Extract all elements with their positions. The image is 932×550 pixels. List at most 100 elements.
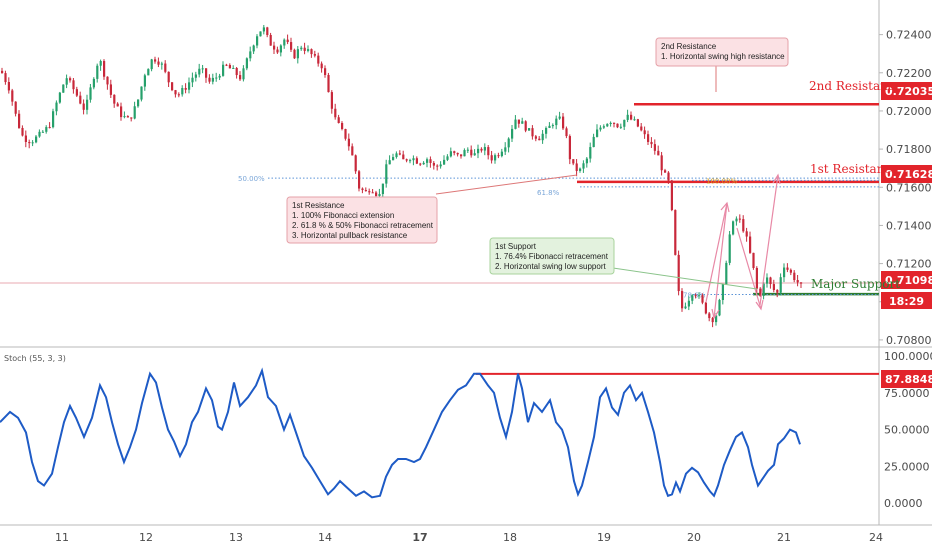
candle-body bbox=[742, 219, 745, 232]
callout-connector-1st-resistance bbox=[435, 174, 578, 195]
candle-body bbox=[687, 300, 690, 307]
candle-body bbox=[436, 165, 439, 167]
stoch-indicator-title[interactable]: Stoch (55, 3, 3) bbox=[4, 354, 66, 363]
stoch-tick-label: 50.0000 bbox=[884, 424, 930, 437]
candle-body bbox=[89, 87, 92, 100]
candle-body bbox=[7, 82, 10, 91]
stoch-axis[interactable]: 100.0000 75.0000 50.0000 25.0000 0.0000 bbox=[884, 350, 932, 510]
candlestick-series bbox=[1, 24, 803, 328]
candle-body bbox=[300, 47, 303, 50]
time-tick-label: 13 bbox=[229, 531, 243, 544]
candle-body bbox=[647, 134, 650, 142]
candle-body bbox=[446, 156, 449, 160]
candle-body bbox=[188, 82, 191, 90]
candle-body bbox=[398, 153, 401, 155]
candle-body bbox=[715, 315, 718, 323]
candle-body bbox=[534, 136, 537, 139]
candle-body bbox=[470, 149, 473, 156]
candle-body bbox=[79, 95, 82, 104]
candle-body bbox=[653, 144, 656, 151]
level-tags[interactable]: 0.72035 0.71628 0.71098 18:29 87.8848 bbox=[881, 82, 932, 388]
candle-body bbox=[75, 89, 78, 96]
candle-body bbox=[205, 68, 208, 78]
callout-line: 1. Horizontal swing high resistance bbox=[661, 52, 785, 61]
candle-body bbox=[419, 163, 422, 165]
candle-body bbox=[660, 155, 663, 171]
candle-body bbox=[269, 35, 272, 46]
candle-body bbox=[14, 101, 17, 114]
candle-body bbox=[116, 103, 119, 107]
callout-1st-support[interactable]: 1st Support 1. 76.4% Fibonacci retraceme… bbox=[489, 237, 615, 275]
candle-body bbox=[718, 300, 721, 316]
candle-body bbox=[341, 123, 344, 130]
candle-body bbox=[606, 124, 609, 127]
candle-body bbox=[636, 119, 639, 127]
candle-body bbox=[375, 192, 378, 196]
candle-body bbox=[681, 291, 684, 309]
candle-body bbox=[776, 290, 779, 293]
candle-body bbox=[783, 267, 786, 278]
candle-body bbox=[72, 80, 75, 90]
candle-body bbox=[174, 90, 177, 95]
label-1st-resistance: 1st Resistance bbox=[810, 162, 898, 176]
fib-level-label: 61.8% bbox=[537, 189, 560, 197]
tag-2nd-resistance-price: 0.72035 bbox=[885, 85, 932, 98]
projection-arrowhead-up-2 bbox=[772, 173, 781, 185]
candle-body bbox=[575, 163, 578, 171]
candle-body bbox=[630, 114, 633, 120]
candle-body bbox=[528, 128, 531, 131]
candle-body bbox=[147, 69, 150, 76]
callout-connector-1st-support bbox=[612, 267, 758, 290]
tag-1st-resistance bbox=[881, 165, 932, 183]
candle-body bbox=[708, 313, 711, 319]
callout-line: 2. 61.8 % & 50% Fibonacci retracement bbox=[292, 221, 434, 230]
time-axis[interactable]: 11 12 13 14 17 18 19 20 21 24 bbox=[55, 531, 883, 544]
stoch-tick-label: 0.0000 bbox=[884, 497, 923, 510]
candle-body bbox=[426, 159, 429, 163]
candle-body bbox=[58, 92, 61, 103]
fib-level-label: 78.6% bbox=[683, 291, 706, 299]
candle-body bbox=[167, 71, 170, 83]
candle-body bbox=[191, 77, 194, 83]
stoch-line bbox=[0, 367, 801, 499]
candle-body bbox=[368, 191, 371, 193]
candle-body bbox=[82, 103, 85, 110]
candle-body bbox=[385, 164, 388, 184]
candle-body bbox=[130, 117, 133, 119]
candle-body bbox=[354, 155, 357, 172]
callout-2nd-resistance[interactable]: 2nd Resistance 1. Horizontal swing high … bbox=[655, 37, 789, 67]
candle-body bbox=[86, 99, 89, 110]
candle-body bbox=[225, 64, 228, 66]
candle-body bbox=[405, 159, 408, 161]
candle-body bbox=[96, 65, 99, 79]
candle-body bbox=[415, 158, 418, 164]
candle-body bbox=[643, 130, 646, 135]
candle-body bbox=[154, 59, 157, 62]
candle-body bbox=[545, 127, 548, 134]
candle-body bbox=[18, 113, 21, 128]
candle-body bbox=[208, 77, 211, 82]
candle-body bbox=[704, 302, 707, 314]
callout-line: 2. Horizontal swing low support bbox=[495, 262, 606, 271]
candle-body bbox=[69, 78, 72, 81]
candle-body bbox=[296, 49, 299, 59]
candle-body bbox=[572, 159, 575, 164]
candle-body bbox=[551, 125, 554, 127]
callout-1st-resistance[interactable]: 1st Resistance 1. 100% Fibonacci extensi… bbox=[286, 196, 438, 244]
candle-body bbox=[477, 148, 480, 154]
candle-body bbox=[480, 148, 483, 151]
candle-body bbox=[650, 141, 653, 145]
projection-arrowhead-down-1 bbox=[711, 308, 720, 320]
time-tick-label: 19 bbox=[597, 531, 611, 544]
candle-body bbox=[698, 295, 701, 297]
fib-level-label: 100.00% bbox=[706, 177, 737, 185]
candle-body bbox=[55, 102, 58, 112]
callout-title: 1st Resistance bbox=[292, 201, 345, 210]
price-tick-label: 0.72200 bbox=[886, 67, 932, 80]
callout-line: 1. 76.4% Fibonacci retracement bbox=[495, 252, 609, 261]
candle-body bbox=[242, 68, 245, 80]
candle-body bbox=[745, 231, 748, 237]
candle-body bbox=[558, 116, 561, 119]
